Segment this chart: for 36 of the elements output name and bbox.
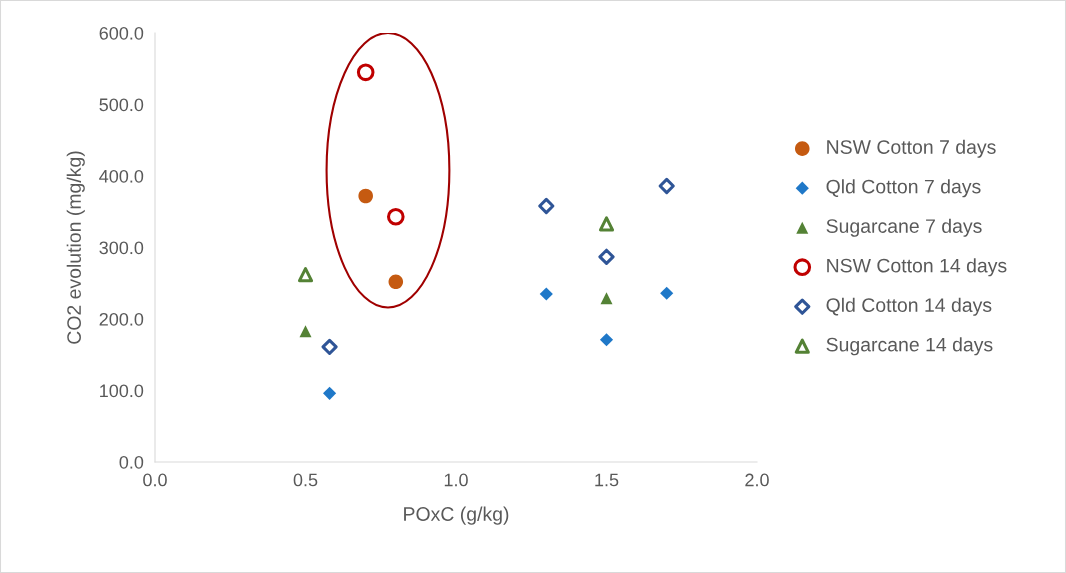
y-tick-label: 0.0 [119, 455, 144, 469]
point [388, 274, 404, 290]
legend-label: Qld Cotton 7 days [826, 179, 981, 198]
x-tick-label: 1.0 [444, 473, 468, 487]
y-tick-label: 500.0 [99, 98, 144, 112]
point [322, 386, 337, 400]
point [538, 197, 555, 215]
legend-label: NSW Cotton 14 days [827, 258, 1007, 277]
point [598, 248, 615, 265]
legend-label: NSW Cotton 7 days [827, 139, 996, 158]
point [386, 207, 405, 226]
point [600, 292, 613, 305]
x-axis-title: POxC (g/kg) [404, 506, 509, 525]
legend-label: Sugarcane 14 days [826, 337, 993, 356]
y-tick-label: 400.0 [99, 169, 144, 183]
y-axis-title: CO2 evolution (mg/kg) [66, 151, 85, 344]
point [599, 333, 614, 347]
point [660, 286, 674, 300]
point [299, 325, 312, 338]
point [356, 63, 375, 82]
point [658, 177, 675, 195]
point [321, 338, 338, 355]
y-tick-label: 200.0 [99, 312, 144, 326]
y-tick-label: 600.0 [99, 26, 144, 40]
y-tick-label: 300.0 [99, 241, 144, 255]
point [297, 267, 314, 283]
point [598, 216, 615, 232]
x-tick-label: 2.0 [745, 473, 769, 487]
point [358, 188, 373, 204]
legend-label: Qld Cotton 14 days [826, 297, 992, 316]
legend-label: Sugarcane 7 days [826, 218, 982, 237]
y-tick-label: 100.0 [100, 384, 144, 398]
x-tick-label: 0.5 [293, 473, 318, 487]
point [539, 287, 553, 301]
x-tick-label: 1.5 [595, 473, 619, 487]
x-tick-label: 0.0 [143, 473, 167, 487]
